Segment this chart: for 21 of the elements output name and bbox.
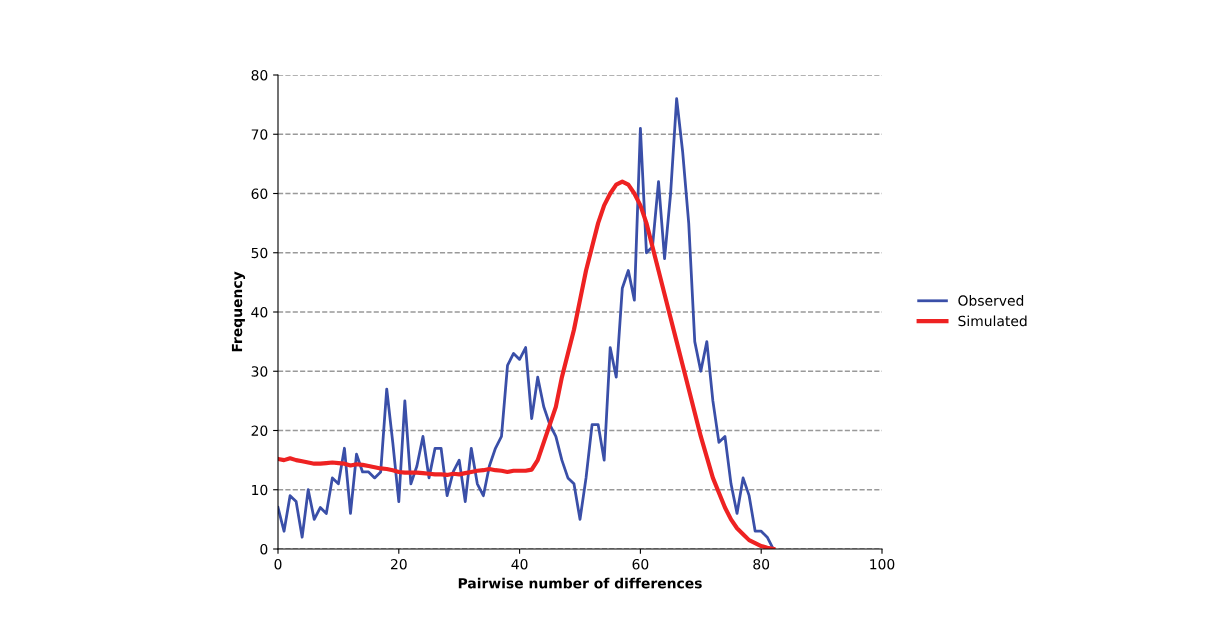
y-tick-label: 10 bbox=[252, 484, 268, 496]
line-series bbox=[278, 179, 776, 549]
y-axis-title: Frequency bbox=[231, 271, 246, 352]
x-tick-label: 0 bbox=[274, 558, 282, 570]
y-tick-label: 20 bbox=[251, 425, 268, 436]
y-tick-label: 50 bbox=[251, 247, 268, 259]
y-tick-label: 0 bbox=[260, 543, 268, 555]
y-tick-label: 70 bbox=[251, 129, 268, 140]
x-tick-label: 80 bbox=[753, 558, 770, 570]
y-tick-label: 40 bbox=[251, 306, 268, 318]
x-tick-label: 100 bbox=[870, 558, 895, 570]
legend-label: Observed bbox=[958, 295, 1024, 306]
x-axis-title: Pairwise number of differences bbox=[458, 577, 702, 589]
legend-label: Simulated bbox=[958, 315, 1027, 327]
y-tick-label: 60 bbox=[251, 188, 268, 199]
y-tick-label: 80 bbox=[251, 69, 268, 81]
y-tick-label: 30 bbox=[251, 366, 268, 377]
x-tick-label: 40 bbox=[511, 558, 528, 570]
line-series bbox=[278, 97, 775, 549]
x-tick-label: 20 bbox=[390, 558, 407, 570]
x-tick-label: 60 bbox=[632, 558, 649, 570]
